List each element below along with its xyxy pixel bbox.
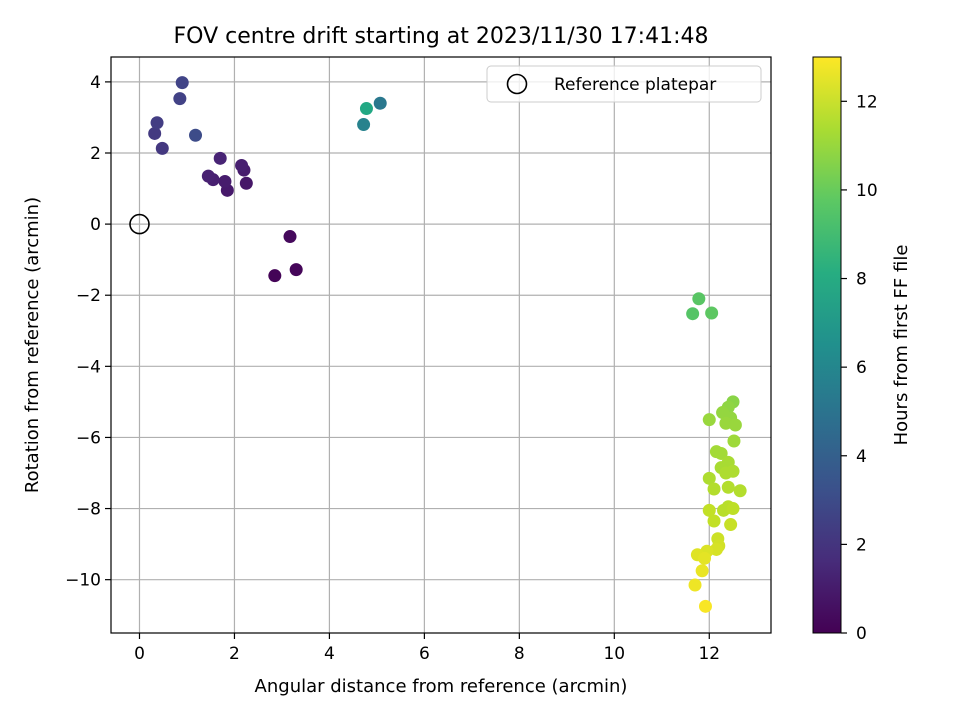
y-tick-label: −8 (76, 500, 101, 520)
reference-marker-group (129, 213, 150, 235)
scatter-point (150, 116, 164, 130)
y-tick-label: −10 (65, 571, 101, 591)
scatter-point (705, 306, 719, 320)
x-tick-label: 12 (698, 644, 720, 664)
scatter-point (289, 263, 303, 277)
colorbar-tick-label: 0 (856, 624, 867, 644)
scatter-point (235, 158, 249, 172)
x-tick-label: 0 (134, 644, 145, 664)
y-tick-label: 2 (90, 144, 101, 164)
colorbar-tick-label: 2 (856, 535, 867, 555)
scatter-point (173, 92, 187, 106)
colorbar-label: Hours from first FF file (891, 245, 912, 446)
legend-reference-marker (506, 73, 528, 95)
plot-area-frame (110, 56, 772, 634)
legend-box (486, 65, 762, 103)
colorbar-tick-label: 6 (856, 358, 867, 378)
scatter-point (692, 292, 706, 306)
scatter-point (702, 413, 716, 427)
x-tick-label: 8 (514, 644, 525, 664)
chart-title: FOV centre drift starting at 2023/11/30 … (174, 24, 709, 49)
y-axis-label: Rotation from reference (arcmin) (22, 197, 43, 493)
scatter-point (719, 466, 733, 480)
scatter-point (695, 564, 709, 578)
scatter-point (283, 230, 297, 244)
scatter-point (707, 514, 721, 528)
colorbar-tick-label: 12 (856, 92, 878, 112)
scatter-point (373, 96, 387, 110)
scatter-point (733, 484, 747, 498)
x-tick-label: 6 (419, 644, 430, 664)
scatter-point (148, 126, 162, 140)
x-tick-label: 4 (324, 644, 335, 664)
scatter-point (727, 434, 741, 448)
scatter-point (686, 307, 700, 321)
scatter-point (201, 169, 215, 183)
x-tick-label: 10 (603, 644, 625, 664)
scatter-point (726, 502, 740, 516)
colorbar-tick-label: 4 (856, 447, 867, 467)
scatter-point (688, 578, 702, 592)
scatter-point (721, 480, 735, 494)
scatter-point (698, 551, 712, 565)
colorbar-tick-label: 8 (856, 270, 867, 290)
colorbar-gradient (812, 56, 842, 634)
scatter-point (728, 418, 742, 432)
scatter-point (175, 76, 189, 90)
scatter-point (707, 482, 721, 496)
scatter-point (268, 269, 282, 283)
scatter-point (213, 151, 227, 165)
scatter-point (702, 503, 716, 517)
scatter-points (148, 76, 747, 613)
scatter-point (218, 174, 232, 188)
y-tick-label: 4 (90, 73, 101, 93)
scatter-point (239, 176, 253, 190)
reference-platepar-marker (129, 213, 150, 235)
scatter-point (702, 471, 716, 485)
x-axis-label: Angular distance from reference (arcmin) (255, 676, 628, 697)
scatter-point (155, 141, 169, 155)
scatter-point (189, 128, 203, 142)
scatter-point (357, 118, 371, 132)
y-tick-label: −6 (76, 428, 101, 448)
scatter-point (359, 102, 373, 116)
colorbar-ticks: 0 2 4 6 8 10 12 (841, 92, 878, 644)
legend-entry-reference-platepar: Reference platepar (554, 75, 716, 95)
y-tick-label: 0 (90, 215, 101, 235)
colorbar: 0 2 4 6 8 10 12 Hours from first FF file (812, 56, 912, 644)
scatter-point (698, 599, 712, 613)
scatter-point (714, 446, 728, 460)
x-tick-label: 2 (229, 644, 240, 664)
y-tick-label: −4 (76, 357, 101, 377)
legend: Reference platepar (486, 65, 762, 103)
y-axis-ticks: 4 2 0 −2 −4 −6 −8 −10 (65, 73, 111, 591)
x-axis-ticks: 0 2 4 6 8 10 12 (134, 633, 720, 664)
scatter-point (724, 518, 738, 532)
y-tick-label: −2 (76, 286, 101, 306)
colorbar-tick-label: 10 (856, 181, 878, 201)
